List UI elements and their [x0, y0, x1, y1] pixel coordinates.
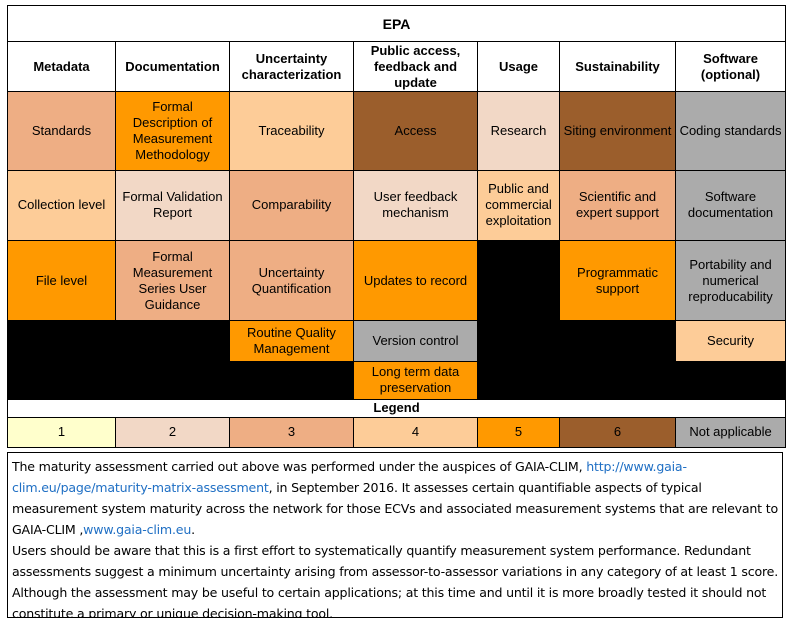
cell-user-feedback: User feedback mechanism: [353, 169, 478, 242]
cell-version-control: Version control: [353, 320, 478, 362]
cell-public-commercial: Public and commercial exploitation: [477, 169, 560, 242]
legend-item-4: 4: [353, 416, 478, 449]
cell-siting-environment: Siting environment: [559, 91, 676, 171]
legend-title: Legend: [6, 398, 787, 418]
cell-routine-quality: Routine Quality Management: [229, 320, 354, 362]
header-usage: Usage: [477, 41, 560, 93]
header-public-access: Public access, feedback and update: [353, 41, 478, 93]
cell-empty-usage: [477, 240, 560, 400]
legend-item-not-applicable: Not applicable: [674, 416, 787, 449]
cell-empty-uncertainty: [229, 360, 354, 400]
header-documentation: Documentation: [115, 41, 230, 93]
header-software: Software (optional): [674, 41, 787, 93]
cell-standards: Standards: [7, 91, 116, 171]
header-metadata: Metadata: [7, 41, 116, 93]
cell-traceability: Traceability: [229, 91, 354, 171]
cell-security: Security: [674, 320, 787, 362]
cell-programmatic-support: Programmatic support: [559, 240, 676, 322]
cell-empty-software: [674, 360, 787, 400]
note-text-1a: The maturity assessment carried out abov…: [12, 459, 587, 474]
table-title: EPA: [6, 4, 787, 43]
header-sustainability: Sustainability: [559, 41, 676, 93]
cell-software-documentation: Software documentation: [674, 169, 787, 242]
cell-formal-description: Formal Description of Measurement Method…: [115, 91, 230, 171]
cell-empty-sustainability: [559, 320, 676, 400]
note-paragraph-1: The maturity assessment carried out abov…: [12, 456, 778, 540]
disclaimer-note: The maturity assessment carried out abov…: [7, 452, 783, 618]
cell-formal-guidance: Formal Measurement Series User Guidance: [115, 240, 230, 322]
note-paragraph-2: Users should be aware that this is a fir…: [12, 543, 778, 618]
cell-coding-standards: Coding standards: [674, 91, 787, 171]
note-text-1b: , in September 2016. It assesses certain…: [12, 480, 778, 537]
cell-access: Access: [353, 91, 478, 171]
cell-uncertainty-quantification: Uncertainty Quantification: [229, 240, 354, 322]
cell-comparability: Comparability: [229, 169, 354, 242]
cell-formal-validation: Formal Validation Report: [115, 169, 230, 242]
cell-collection-level: Collection level: [7, 169, 116, 242]
cell-file-level: File level: [7, 240, 116, 322]
legend-item-3: 3: [229, 416, 354, 449]
legend-item-5: 5: [477, 416, 560, 449]
legend-item-2: 2: [115, 416, 230, 449]
cell-research: Research: [477, 91, 560, 171]
cell-scientific-support: Scientific and expert support: [559, 169, 676, 242]
maturity-matrix-table: EPA Metadata Documentation Uncertainty c…: [6, 4, 787, 449]
cell-portability: Portability and numerical reproducabilit…: [674, 240, 787, 322]
gaia-clim-website-link[interactable]: www.gaia-clim.eu: [83, 522, 192, 537]
cell-updates-to-record: Updates to record: [353, 240, 478, 322]
header-uncertainty: Uncertainty characterization: [229, 41, 354, 93]
cell-long-term: Long term data preservation: [353, 360, 478, 400]
gaia-clim-assessment-link[interactable]: http://www.gaia-clim.eu/page/maturity-ma…: [12, 459, 687, 495]
cell-empty-metadata-documentation: [7, 320, 230, 400]
legend-item-1: 1: [7, 416, 116, 449]
legend-item-6: 6: [559, 416, 676, 449]
note-text-1c: .: [191, 522, 195, 537]
